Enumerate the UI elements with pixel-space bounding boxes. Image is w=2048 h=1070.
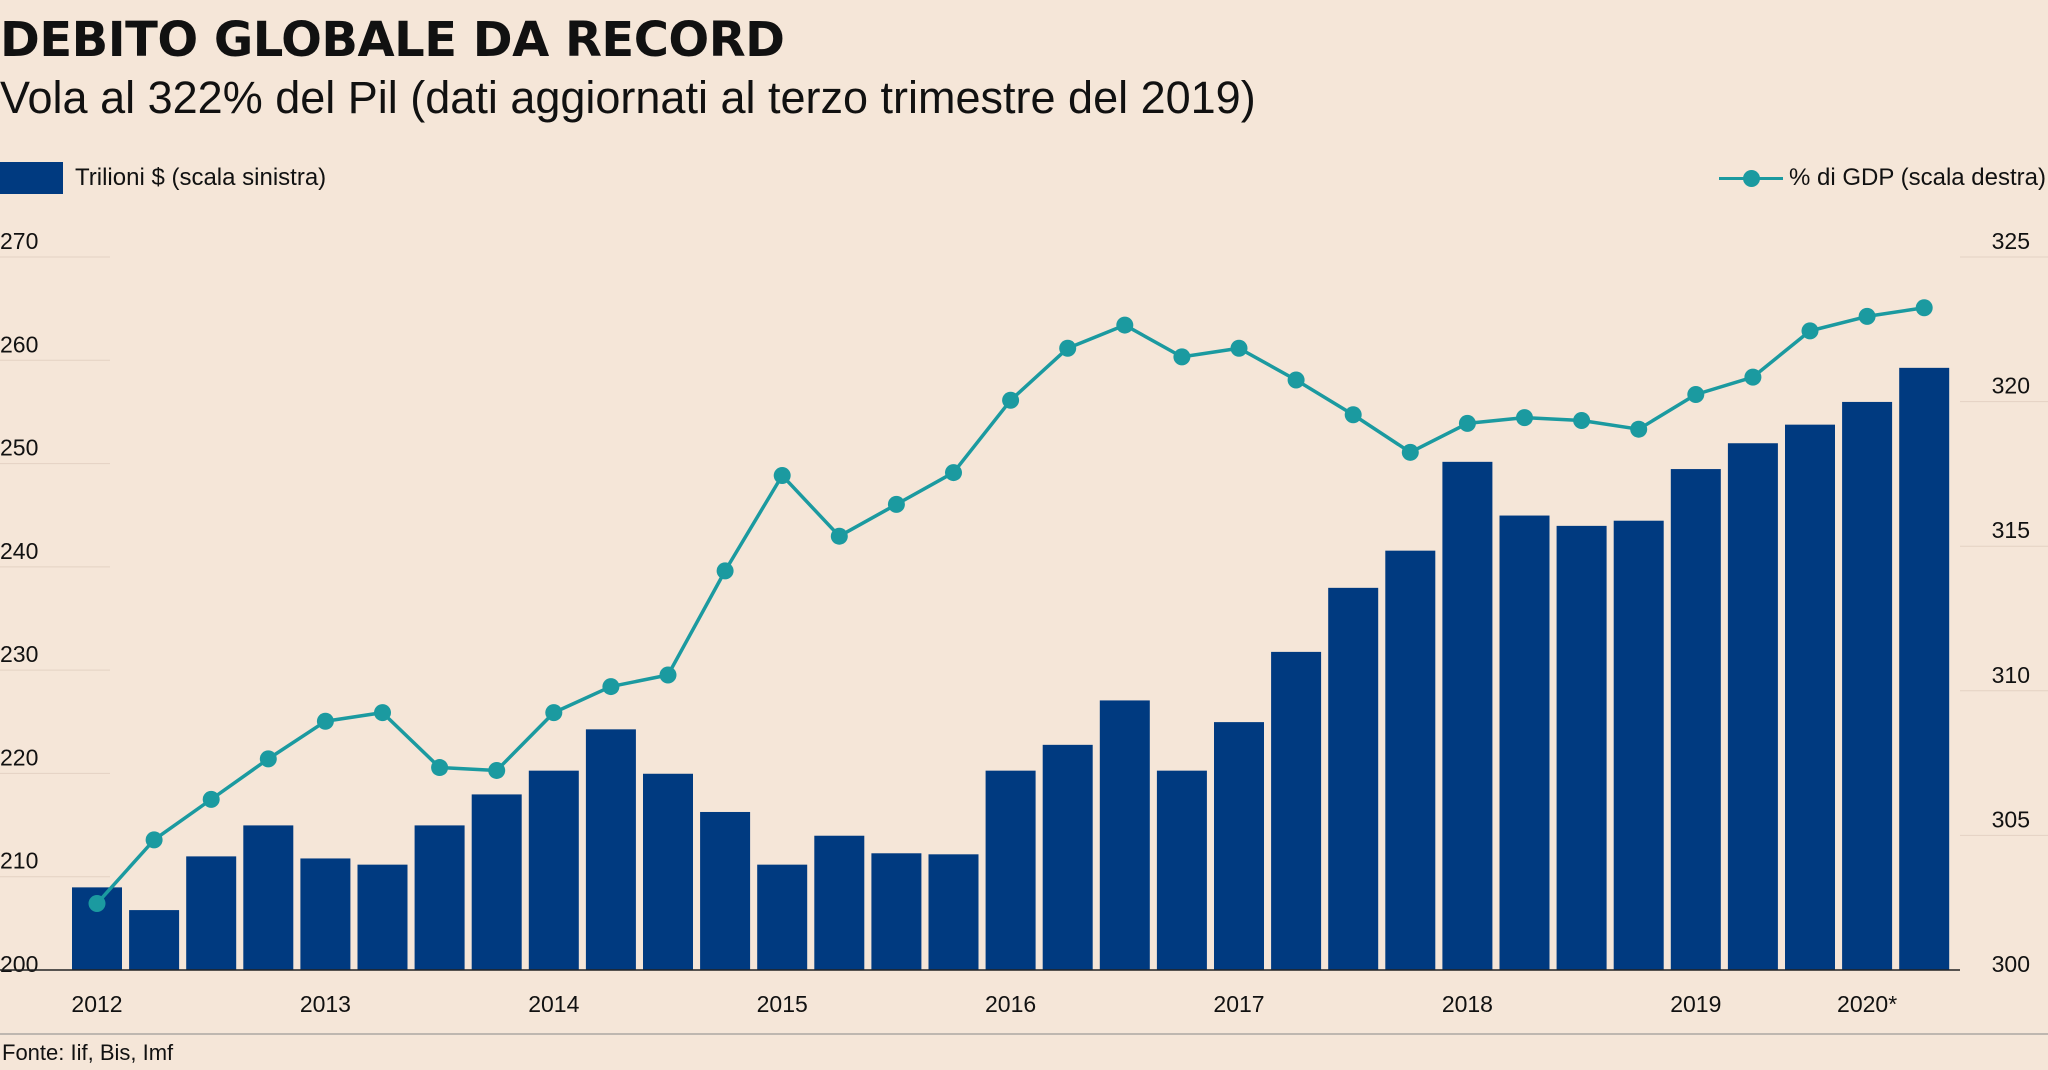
gdp-point — [1573, 412, 1591, 430]
gdp-point — [1516, 409, 1533, 427]
legend-line: % di GDP (scala destra) — [1719, 162, 2046, 194]
gdp-point — [1687, 385, 1705, 403]
bar — [414, 825, 465, 970]
x-tick-label: 2017 — [1213, 991, 1264, 1017]
bar — [1099, 700, 1150, 970]
gdp-point — [602, 678, 620, 696]
bar — [1785, 424, 1835, 970]
chart-subtitle: Vola al 322% del Pil (dati aggiornati al… — [0, 72, 1256, 123]
bar — [1556, 525, 1607, 970]
right-tick-label: 320 — [1992, 373, 2030, 399]
gdp-point — [1230, 339, 1248, 357]
bar — [1613, 520, 1664, 970]
x-tick-label: 2016 — [985, 991, 1036, 1017]
x-tick-label: 2019 — [1670, 991, 1721, 1017]
bar — [1328, 587, 1379, 970]
bar — [1899, 367, 1950, 970]
bar — [129, 910, 180, 970]
bar — [814, 835, 865, 970]
left-tick-label: 240 — [0, 538, 38, 564]
gdp-point — [1630, 420, 1648, 438]
bar — [1842, 401, 1893, 970]
x-tick-label: 2018 — [1442, 991, 1493, 1017]
bar — [1670, 469, 1721, 970]
gdp-point — [945, 464, 962, 482]
bar — [1156, 770, 1207, 970]
bar — [528, 770, 579, 970]
gdp-point — [431, 759, 449, 777]
bar — [471, 794, 522, 970]
gdp-point — [659, 666, 677, 684]
legend-bars-label: Trilioni $ (scala sinistra) — [75, 164, 327, 191]
x-tick-label: 2015 — [757, 991, 808, 1017]
gdp-point — [1801, 322, 1819, 340]
chart-title: DEBITO GLOBALE DA RECORD — [0, 12, 785, 68]
gdp-point — [259, 750, 277, 768]
left-tick-label: 200 — [0, 951, 38, 977]
bar — [985, 770, 1036, 970]
gdp-point — [1059, 339, 1077, 357]
bar — [300, 858, 351, 970]
bar — [243, 825, 294, 970]
bar — [1499, 515, 1550, 970]
bar — [1042, 744, 1093, 970]
bar — [585, 729, 636, 970]
gdp-point — [1744, 368, 1762, 386]
gdp-point — [488, 761, 506, 779]
legend-bar-swatch — [0, 162, 63, 194]
right-tick-label: 305 — [1992, 806, 2030, 832]
right-tick-label: 310 — [1992, 662, 2030, 688]
left-tick-label: 220 — [0, 744, 38, 770]
bar — [700, 811, 751, 970]
gdp-point — [1401, 443, 1419, 461]
gdp-point — [1173, 348, 1191, 366]
right-tick-label: 315 — [1992, 517, 2030, 543]
gdp-point — [145, 831, 163, 849]
left-tick-label: 270 — [0, 228, 38, 254]
gdp-point — [374, 704, 391, 722]
gdp-point — [887, 495, 905, 513]
bar — [1385, 550, 1436, 970]
gdp-point — [1116, 316, 1134, 334]
left-tick-label: 230 — [0, 641, 38, 667]
x-tick-label: 2020* — [1837, 991, 1897, 1017]
gdp-point — [716, 562, 734, 580]
x-tick-label: 2013 — [300, 991, 351, 1017]
left-tick-label: 210 — [0, 848, 38, 874]
gdp-point — [773, 466, 791, 484]
bar — [1727, 443, 1778, 970]
bar — [871, 853, 922, 970]
bar — [357, 864, 408, 970]
bar — [1442, 461, 1493, 970]
bar — [1214, 722, 1264, 970]
bar — [928, 854, 979, 970]
legend-bars: Trilioni $ (scala sinistra) — [0, 162, 326, 194]
right-tick-label: 300 — [1992, 951, 2030, 977]
gdp-point — [88, 894, 106, 912]
gdp-point — [830, 527, 848, 545]
gdp-point — [1344, 406, 1362, 424]
bar — [1271, 651, 1322, 970]
gdp-point — [1458, 414, 1476, 432]
gdp-point — [1287, 371, 1305, 389]
left-tick-label: 260 — [0, 331, 38, 357]
gdp-point — [1858, 307, 1876, 325]
x-tick-label: 2014 — [528, 991, 579, 1017]
right-tick-label: 325 — [1992, 228, 2030, 254]
legend-line-marker — [1719, 162, 1784, 194]
gdp-point — [316, 712, 334, 730]
source-note: Fonte: Iif, Bis, Imf — [2, 1040, 174, 1065]
legend-line-label: % di GDP (scala destra) — [1789, 164, 2046, 191]
left-tick-label: 250 — [0, 435, 38, 461]
bar — [186, 856, 237, 970]
gdp-point — [1915, 299, 1933, 317]
bar — [643, 773, 693, 970]
bar — [757, 864, 808, 970]
x-tick-label: 2012 — [71, 991, 122, 1017]
gdp-point — [202, 790, 220, 808]
gdp-point — [545, 704, 563, 722]
gdp-point — [1002, 391, 1020, 409]
